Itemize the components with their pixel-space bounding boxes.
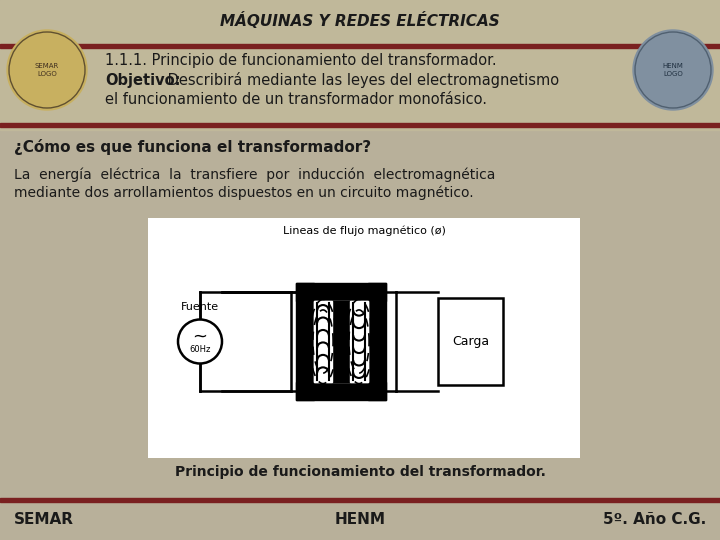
Text: SEMAR
LOGO: SEMAR LOGO (35, 64, 59, 77)
Bar (314, 301, 332, 382)
Text: mediante dos arrollamientos dispuestos en un circuito magnético.: mediante dos arrollamientos dispuestos e… (14, 186, 474, 200)
Text: ¿Cómo es que funciona el transformador?: ¿Cómo es que funciona el transformador? (14, 139, 371, 155)
Text: 5º. Año C.G.: 5º. Año C.G. (603, 512, 706, 528)
Bar (296, 283, 386, 301)
Circle shape (7, 30, 87, 110)
Bar (0, 123, 720, 127)
Text: 60Hz: 60Hz (189, 345, 211, 354)
Text: el funcionamiento de un transformador monofásico.: el funcionamiento de un transformador mo… (105, 92, 487, 107)
Bar (332, 301, 350, 382)
Text: Objetivo:: Objetivo: (105, 72, 181, 87)
Text: Fuente: Fuente (181, 301, 219, 312)
Bar (438, 298, 503, 385)
Circle shape (633, 30, 713, 110)
Circle shape (178, 320, 222, 363)
Text: Describirá mediante las leyes del electromagnetismo: Describirá mediante las leyes del electr… (163, 72, 559, 88)
Text: SEMAR: SEMAR (14, 512, 74, 528)
Bar (314, 301, 368, 382)
Text: 1.1.1. Principio de funcionamiento del transformador.: 1.1.1. Principio de funcionamiento del t… (105, 52, 497, 68)
Text: HENM
LOGO: HENM LOGO (662, 64, 683, 77)
Text: La  energía  eléctrica  la  transfiere  por  inducción  electromagnética: La energía eléctrica la transfiere por i… (14, 168, 495, 183)
Bar (296, 283, 314, 400)
Bar (368, 283, 386, 400)
Text: Lineas de flujo magnético (ø): Lineas de flujo magnético (ø) (282, 226, 446, 237)
Bar (296, 382, 386, 400)
Text: HENM: HENM (335, 512, 385, 528)
Bar (0, 44, 720, 48)
Text: ~: ~ (192, 327, 207, 346)
Bar (0, 0, 720, 130)
Text: Carga: Carga (452, 335, 489, 348)
Text: MÁQUINAS Y REDES ELÉCTRICAS: MÁQUINAS Y REDES ELÉCTRICAS (220, 11, 500, 29)
Bar (0, 498, 720, 502)
Bar (350, 301, 368, 382)
Bar (148, 218, 580, 458)
Text: Principio de funcionamiento del transformador.: Principio de funcionamiento del transfor… (174, 465, 546, 479)
